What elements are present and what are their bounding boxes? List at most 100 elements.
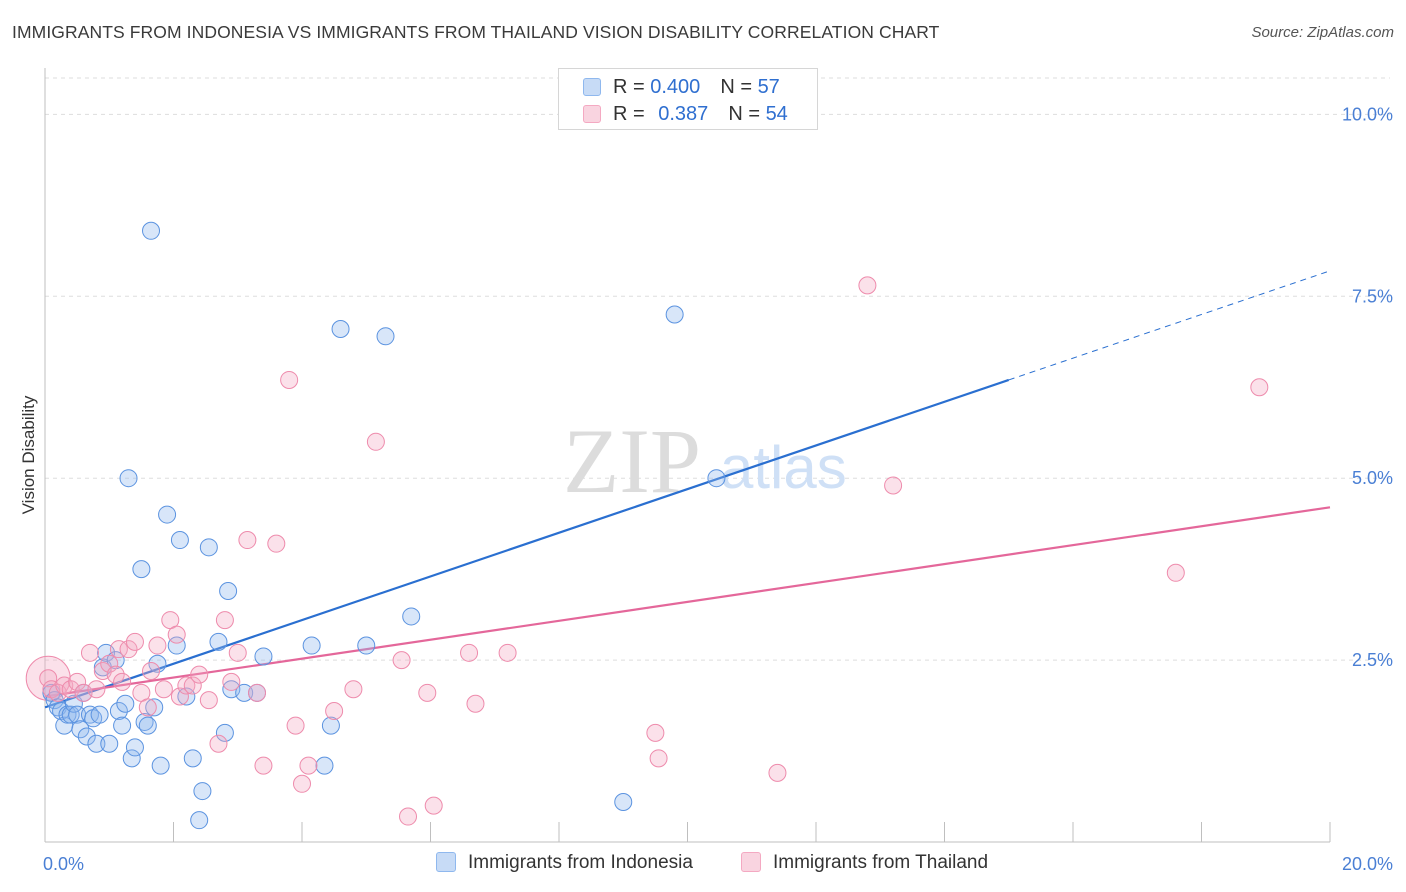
data-point xyxy=(768,763,787,782)
data-point xyxy=(884,476,903,495)
data-point xyxy=(61,705,80,724)
data-point xyxy=(366,432,385,451)
bottom-legend-swatch-indonesia xyxy=(436,852,456,872)
data-point xyxy=(293,774,311,793)
data-point xyxy=(190,811,209,830)
x-tick-label: 0.0% xyxy=(43,854,84,874)
data-point xyxy=(167,625,186,644)
data-point xyxy=(119,640,138,659)
data-point xyxy=(193,782,212,801)
data-point xyxy=(122,749,141,768)
watermark-atlas: atlas xyxy=(720,434,847,501)
data-point xyxy=(80,705,99,724)
data-point xyxy=(158,505,177,524)
data-point xyxy=(219,581,238,600)
data-point xyxy=(357,636,376,655)
data-point xyxy=(248,683,267,702)
bottom-legend-label-indonesia: Immigrants from Indonesia xyxy=(468,852,693,873)
data-point xyxy=(280,370,299,389)
legend-n-value-indonesia: 57 xyxy=(757,76,780,98)
y-tick-label: 7.5% xyxy=(1352,286,1393,306)
data-point xyxy=(215,723,234,742)
data-point xyxy=(418,683,437,702)
data-point xyxy=(199,538,218,557)
data-point xyxy=(321,716,340,735)
data-point xyxy=(392,651,411,670)
data-point xyxy=(424,796,443,815)
trend-line-indonesia xyxy=(44,378,1010,709)
bottom-legend-swatch-thailand xyxy=(741,852,761,872)
y-tick-label: 5.0% xyxy=(1352,468,1393,488)
watermark: ZIP atlas xyxy=(563,410,847,512)
data-point xyxy=(215,611,234,630)
bottom-legend-label-thailand: Immigrants from Thailand xyxy=(773,852,989,873)
data-point xyxy=(132,560,151,579)
data-point xyxy=(177,687,196,706)
data-point xyxy=(71,720,90,739)
data-point xyxy=(235,683,254,702)
legend-n-label: N = xyxy=(728,103,760,125)
data-point xyxy=(858,276,877,295)
data-point xyxy=(138,698,157,717)
data-point xyxy=(402,607,421,626)
legend-n-label: N = xyxy=(720,76,752,98)
watermark-zip: ZIP xyxy=(563,410,701,512)
data-point xyxy=(100,654,119,673)
data-point xyxy=(148,636,167,655)
data-point xyxy=(87,734,106,753)
data-point xyxy=(119,469,138,488)
grid-lines xyxy=(45,77,1390,661)
data-point xyxy=(68,672,87,691)
data-point xyxy=(665,305,684,324)
data-point xyxy=(466,694,485,713)
legend-swatch-indonesia xyxy=(583,78,601,96)
correlation-legend: R = 0.400 N = 57 R = 0.387 N = 54 xyxy=(558,68,818,130)
data-point xyxy=(90,705,109,724)
chart-title: IMMIGRANTS FROM INDONESIA VS IMMIGRANTS … xyxy=(12,22,940,42)
legend-n-value-thailand: 54 xyxy=(765,103,788,125)
data-point xyxy=(183,749,202,768)
bottom-legend-indonesia: Immigrants from Indonesia xyxy=(436,852,693,874)
data-point xyxy=(148,654,167,673)
data-point xyxy=(145,698,164,717)
data-point xyxy=(116,694,135,713)
data-point xyxy=(286,716,305,735)
data-point xyxy=(142,662,161,681)
data-point xyxy=(77,727,96,746)
legend-r-value-thailand: 0.387 xyxy=(658,103,709,125)
data-point xyxy=(460,643,479,662)
data-point xyxy=(315,756,334,775)
legend-row-indonesia: R = 0.400 N = 57 xyxy=(583,76,780,98)
data-point xyxy=(109,640,128,659)
data-points xyxy=(25,221,1269,830)
data-point xyxy=(399,807,418,826)
data-point xyxy=(80,643,99,662)
data-point xyxy=(106,665,125,684)
data-point xyxy=(170,531,189,550)
data-point xyxy=(167,636,186,655)
data-point xyxy=(325,702,344,721)
data-point xyxy=(238,531,257,550)
data-point xyxy=(151,756,170,775)
legend-swatch-thailand xyxy=(583,105,601,123)
data-point xyxy=(109,702,128,721)
data-point xyxy=(254,756,273,775)
data-point xyxy=(1166,563,1185,582)
data-point xyxy=(614,792,633,811)
data-point xyxy=(222,672,241,691)
data-point xyxy=(376,327,395,346)
legend-r-label: R = xyxy=(613,103,645,125)
data-point xyxy=(113,716,132,735)
y-tick-label: 10.0% xyxy=(1342,104,1393,124)
data-point xyxy=(100,734,119,753)
data-point xyxy=(154,680,173,699)
data-point xyxy=(267,534,286,553)
data-point xyxy=(646,723,665,742)
y-axis-label: Vision Disability xyxy=(19,395,38,514)
legend-r-label: R = xyxy=(613,76,645,98)
data-point xyxy=(113,672,132,691)
data-point xyxy=(498,643,517,662)
data-point xyxy=(331,320,350,339)
trend-lines xyxy=(44,270,1331,709)
